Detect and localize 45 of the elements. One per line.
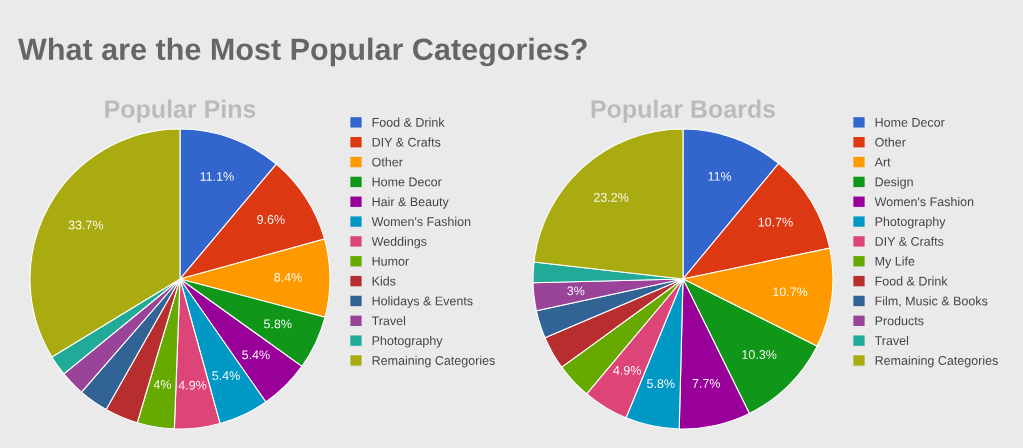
data-label: 8.4%: [274, 272, 302, 282]
data-label: 3%: [567, 286, 585, 296]
legend-label: Travel: [874, 335, 909, 346]
legend-label: Other: [875, 137, 906, 147]
legend-label: Remaining Categories: [875, 355, 998, 368]
data-label: 10.3%: [742, 350, 777, 359]
legend-label: Food & Drink: [875, 276, 948, 286]
legend-label: DIY & Crafts: [875, 236, 944, 246]
legend-label: Home Decor: [875, 118, 945, 127]
data-label: 4.9%: [613, 365, 641, 375]
legend-label: Film, Music & Books: [875, 296, 988, 307]
data-label: 5.8%: [647, 379, 675, 389]
legend-label: Remaining Categories: [372, 355, 495, 368]
data-label: 5.4%: [242, 350, 270, 360]
legend-label: Other: [372, 157, 403, 167]
data-label: 11%: [708, 171, 732, 181]
data-label: 9.6%: [257, 215, 285, 224]
legend-label: Photography: [875, 216, 946, 229]
legend-label: Travel: [371, 316, 406, 326]
legend-label: Food & Drink: [372, 117, 445, 127]
data-label: 4.9%: [178, 380, 207, 390]
legend-label: Products: [875, 316, 924, 326]
legend-label: DIY & Crafts: [372, 137, 441, 147]
data-label: 11.1%: [200, 172, 234, 181]
legend-label: Art: [874, 157, 891, 167]
legend-label: Holidays & Events: [372, 296, 473, 308]
data-label: 5.8%: [263, 319, 292, 329]
data-label: 23.2%: [593, 192, 629, 202]
legend-label: Women's Fashion: [371, 216, 471, 227]
text: What are the Most Popular Categories?: [18, 37, 587, 67]
legend-label: Kids: [372, 276, 396, 286]
legend-label: Weddings: [371, 236, 427, 249]
data-label: 7.7%: [692, 379, 721, 388]
legend-label: Hair & Beauty: [372, 196, 449, 209]
legend-label: Home Decor: [372, 177, 442, 187]
data-label: 10.7%: [773, 287, 808, 297]
data-label: 33.7%: [68, 220, 104, 230]
data-label: 5.4%: [212, 371, 240, 381]
legend-label: Women's Fashion: [874, 196, 974, 207]
legend-label: My Life: [875, 256, 915, 269]
data-label: 4%: [153, 380, 172, 389]
legend-label: Design: [875, 177, 913, 189]
legend-label: Photography: [372, 335, 443, 348]
legend-label: Humor: [372, 256, 409, 266]
data-label: 10.7%: [758, 217, 793, 227]
